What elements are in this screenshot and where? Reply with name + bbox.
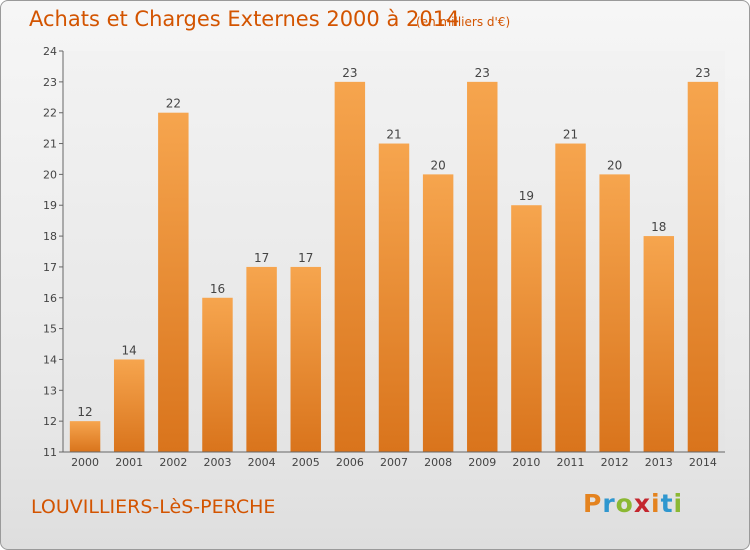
data-label: 20 [607,158,622,172]
data-label: 17 [298,251,313,265]
bar [246,266,277,452]
y-tick-label: 12 [43,415,57,428]
logo-letter: P [583,489,603,518]
x-tick-label: 2005 [292,456,320,469]
x-axis: 2000 2001 2002 2003 2004 2005 2006 2007 2008 2009… [63,451,725,469]
logo-letter: r [602,489,616,518]
x-tick-label: 2014 [689,456,717,469]
x-tick-label: 2009 [468,456,496,469]
logo-letter: i [673,489,684,518]
bar [511,205,542,452]
x-tick-label: 2011 [557,456,585,469]
x-tick-label: 2000 [71,456,99,469]
x-tick-label: 2003 [203,456,231,469]
y-tick-label: 24 [43,45,57,58]
logo-letter: x [633,489,651,518]
bar [599,174,630,452]
y-tick-label: 23 [43,76,57,89]
data-label: 22 [166,97,181,111]
y-tick-label: 16 [43,292,57,305]
city-name: LOUVILLIERS-LèS-PERCHE [31,496,276,518]
y-tick-label: 14 [43,353,57,366]
data-label: 23 [342,66,357,80]
bars: 12 14 22 16 17 17 23 21 20 23 19 21 20 18 23 [69,66,719,453]
y-tick-label: 19 [43,199,57,212]
bar [290,266,321,452]
y-tick-label: 18 [43,230,57,243]
logo-letter: o [615,489,634,518]
data-label: 17 [254,251,269,265]
chart-subtitle: (en milliers d'€) [416,15,511,29]
x-tick-label: 2007 [380,456,408,469]
data-label: 20 [430,158,445,172]
data-label: 19 [519,189,534,203]
bar [334,81,366,452]
x-tick-label: 2004 [248,456,276,469]
bar [467,81,498,452]
bar [113,359,145,452]
y-tick-label: 13 [43,384,57,397]
chart-title: Achats et Charges Externes 2000 à 2014 [29,7,460,31]
y-tick-label: 15 [43,323,57,336]
logo-letter: i [651,489,661,518]
x-tick-label: 2013 [645,456,673,469]
bar [378,143,410,453]
bar [555,143,586,453]
bar [643,236,675,452]
data-label: 23 [475,66,490,80]
bar [69,421,101,452]
data-label: 12 [77,405,92,419]
bar [158,112,189,452]
y-tick-label: 22 [43,107,57,120]
bar [687,81,719,452]
x-tick-label: 2006 [336,456,364,469]
data-label: 14 [122,343,137,357]
y-axis: 11 12 13 14 15 16 17 18 19 20 21 22 23 24 [43,45,64,459]
x-tick-label: 2010 [512,456,540,469]
y-tick-label: 20 [43,168,57,181]
y-tick-label: 17 [43,261,57,274]
data-label: 18 [651,220,666,234]
x-tick-label: 2001 [115,456,143,469]
bar [202,297,233,452]
proxiti-logo: Proxiti [583,489,683,518]
bar [422,174,454,452]
y-tick-label: 21 [43,138,57,151]
x-tick-label: 2002 [159,456,187,469]
data-label: 16 [210,282,225,296]
data-label: 23 [695,66,710,80]
data-label: 21 [563,128,578,142]
x-tick-label: 2008 [424,456,452,469]
data-label: 21 [386,128,401,142]
logo-letter: t [660,489,674,518]
y-tick-label: 11 [43,446,57,459]
x-tick-label: 2012 [601,456,629,469]
